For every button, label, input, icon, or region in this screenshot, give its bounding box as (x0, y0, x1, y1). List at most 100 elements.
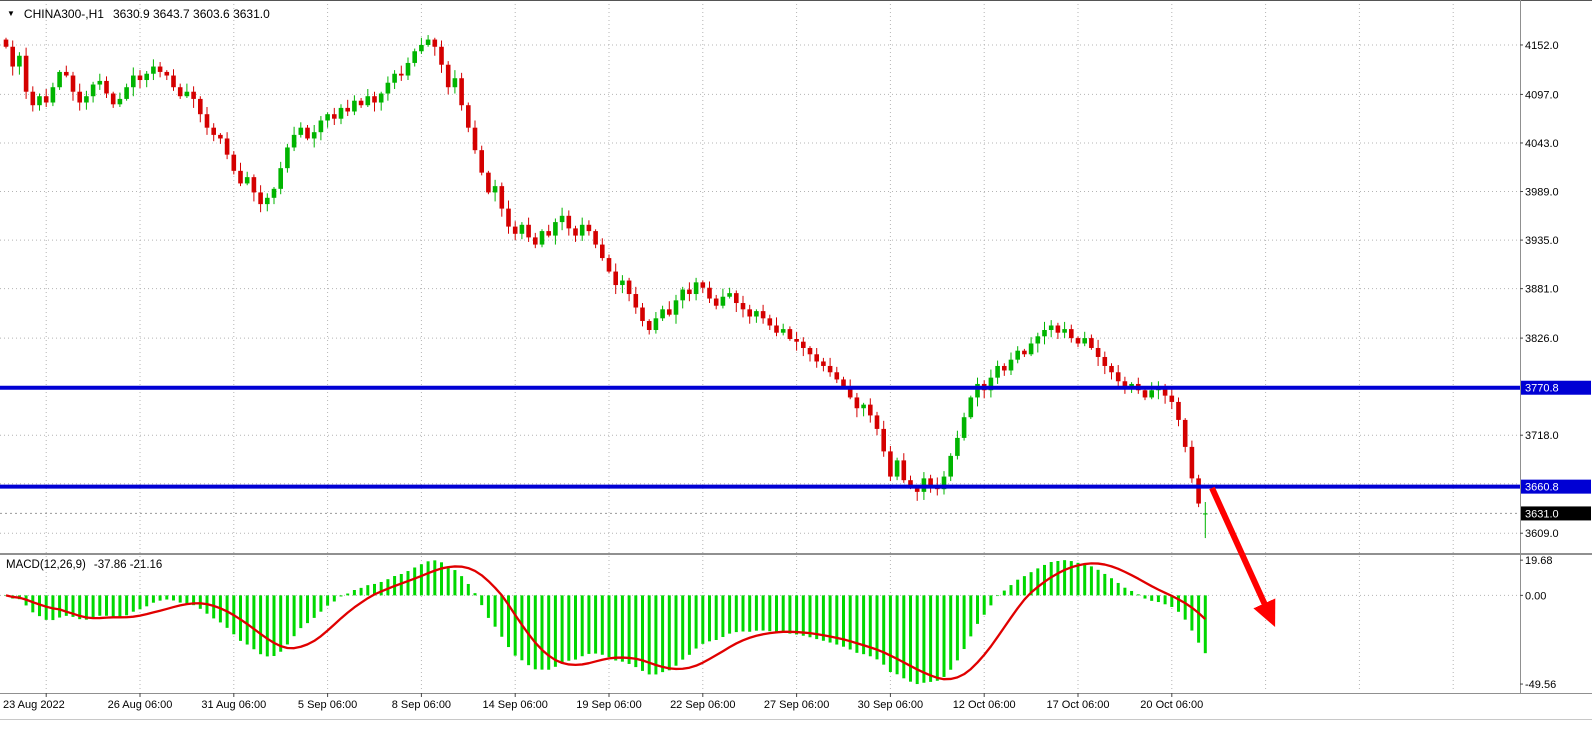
macd-bar (788, 595, 792, 634)
macd-bar (694, 595, 698, 649)
macd-bar (1197, 595, 1201, 643)
macd-bar (520, 595, 524, 661)
candle-body (1182, 419, 1188, 447)
price-axis-label: 3609.0 (1525, 528, 1559, 540)
price-axis[interactable] (1520, 0, 1592, 693)
candle-body (285, 147, 290, 169)
macd-bar (1143, 595, 1147, 599)
candle-body (445, 64, 451, 88)
candle-body (633, 294, 639, 308)
macd-plot-area[interactable] (0, 556, 1520, 692)
macd-bar (326, 595, 330, 606)
symbol-info-row: ▼ CHINA300-,H1 3630.9 3643.7 3603.6 3631… (7, 7, 270, 21)
macd-axis-labels: 19.68 0.00 -49.56 (1520, 555, 1556, 691)
macd-bar (339, 595, 343, 597)
macd-bar (172, 595, 175, 601)
macd-bar (949, 595, 953, 670)
macd-bar (1056, 561, 1060, 596)
candle-body (787, 329, 793, 339)
macd-histogram (4, 560, 1207, 685)
macd-bar (71, 595, 75, 617)
macd-bar (265, 595, 269, 657)
candle-body (124, 87, 129, 99)
macd-bar (486, 595, 490, 618)
macd-bar (976, 595, 979, 624)
candle-body (3, 39, 9, 47)
candle-body (238, 170, 243, 184)
candle-body (439, 46, 444, 65)
macd-bar (379, 581, 383, 596)
candle-body (265, 197, 270, 205)
candle-body (412, 51, 417, 63)
macd-bar (252, 595, 256, 650)
macd-bar (580, 595, 584, 657)
time-axis-label: 14 Sep 06:00 (482, 699, 547, 711)
candle-body (801, 341, 806, 348)
time-axis-label: 12 Oct 06:00 (953, 699, 1016, 711)
candle-body (278, 168, 283, 189)
candle-body (894, 460, 900, 477)
candle-body (526, 224, 531, 238)
candle-body (854, 397, 860, 409)
candle-body (365, 96, 371, 106)
macd-bar (868, 595, 872, 657)
candle-body (164, 71, 170, 76)
candle-body (861, 404, 866, 409)
candle-body (486, 172, 491, 193)
candle-body (539, 231, 545, 245)
macd-bar (627, 595, 631, 664)
macd-bar (567, 595, 571, 661)
candle-body (794, 338, 799, 342)
price-axis-label: 4097.0 (1525, 89, 1559, 101)
candle-body (311, 132, 317, 139)
chart-plot-area[interactable] (0, 0, 1520, 553)
candle-body (512, 226, 518, 234)
candle-body (117, 98, 123, 105)
macd-bar (306, 595, 309, 624)
macd-bar (312, 595, 316, 618)
macd-bar (91, 595, 95, 618)
price-axis-labels: 4152.0 4097.0 4043.0 3989.0 3935.0 3881.0 3826… (1520, 40, 1559, 540)
macd-bar (299, 595, 303, 629)
candle-body (204, 114, 210, 128)
macd-bar (647, 595, 651, 675)
time-axis-labels: 23 Aug 2022 26 Aug 06:00 31 Aug 06:00 5 Sep… (3, 693, 1203, 711)
macd-bar (493, 595, 497, 627)
macd-bar (674, 595, 678, 666)
candle-body (680, 289, 685, 301)
candle-body (452, 78, 458, 88)
macd-bar (634, 595, 638, 668)
macd-bar (440, 562, 443, 596)
macd-bar (125, 595, 129, 616)
price-axis-label: 3826.0 (1525, 333, 1559, 345)
time-axis[interactable] (0, 693, 1520, 718)
macd-bar (466, 583, 470, 596)
macd-bar (1190, 595, 1194, 631)
macd-signal-line (5, 562, 1207, 681)
candle-body (881, 428, 886, 452)
macd-bar (78, 595, 82, 620)
candle-body (646, 321, 652, 331)
macd-bar (1203, 595, 1207, 654)
macd-bar (600, 595, 604, 655)
candle-body (653, 318, 659, 331)
candle-body (1203, 513, 1208, 515)
candle-body (1062, 329, 1067, 333)
candle-body (1089, 338, 1094, 348)
candle-body (868, 404, 873, 416)
level-tag-bg (1521, 479, 1591, 494)
macd-bar (902, 595, 906, 679)
macd-bar (1029, 572, 1033, 596)
macd-bar (285, 595, 289, 645)
candle-body (968, 397, 974, 418)
trend-arrow[interactable] (1209, 486, 1276, 628)
macd-bar (1096, 569, 1100, 596)
collapse-icon[interactable]: ▼ (7, 9, 15, 18)
macd-bar (84, 595, 88, 620)
candle-body (1069, 329, 1074, 339)
macd-bar (540, 595, 544, 670)
macd-bar (969, 595, 973, 637)
candle-body (847, 386, 853, 398)
